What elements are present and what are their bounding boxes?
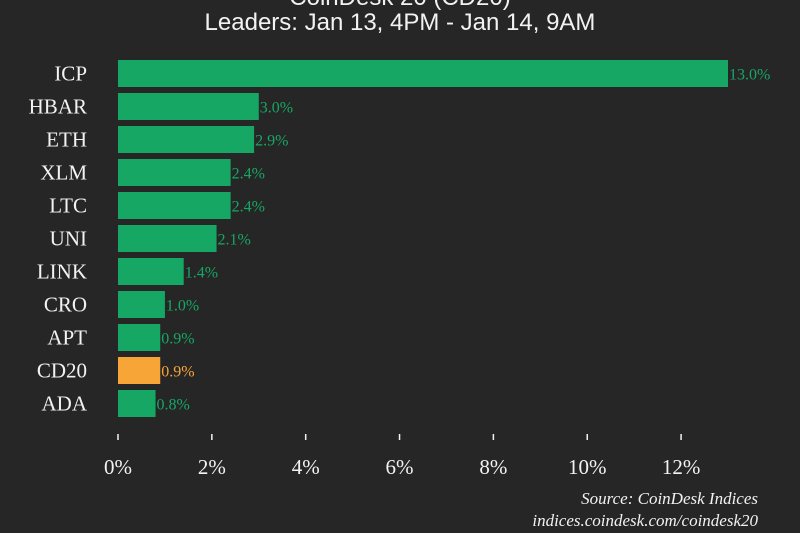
bar-ltc — [118, 192, 231, 219]
bar-apt — [118, 324, 161, 351]
value-label-icp: 13.0% — [729, 67, 770, 84]
source-credit: Source: CoinDesk Indices — [581, 489, 758, 508]
value-label-cd20: 0.9% — [161, 364, 194, 381]
bar-icp — [118, 60, 728, 87]
x-tick-label: 4% — [292, 455, 320, 479]
value-label-uni: 2.1% — [218, 232, 251, 249]
value-label-hbar: 3.0% — [260, 100, 293, 117]
category-label-uni: UNI — [50, 227, 87, 251]
bar-cro — [118, 291, 165, 318]
bar-ada — [118, 390, 156, 417]
bar-xlm — [118, 159, 231, 186]
bar-hbar — [118, 93, 259, 120]
value-label-ada: 0.8% — [157, 397, 190, 414]
category-label-apt: APT — [47, 326, 87, 350]
category-label-link: LINK — [37, 260, 87, 284]
x-tick-label: 6% — [386, 455, 414, 479]
value-label-xlm: 2.4% — [232, 166, 265, 183]
category-label-ltc: LTC — [49, 194, 87, 218]
bar-cd20 — [118, 357, 161, 384]
category-label-cd20: CD20 — [37, 359, 87, 383]
value-label-apt: 0.9% — [161, 331, 194, 348]
source-url: indices.coindesk.com/coindesk20 — [532, 511, 758, 530]
chart-title: CoinDesk 20 (CD20) — [0, 0, 800, 12]
category-label-eth: ETH — [46, 128, 87, 152]
x-tick-label: 10% — [568, 455, 607, 479]
bar-uni — [118, 225, 217, 252]
category-label-hbar: HBAR — [29, 95, 87, 119]
category-label-icp: ICP — [54, 62, 87, 86]
bar-link — [118, 258, 184, 285]
value-label-eth: 2.9% — [255, 133, 288, 150]
chart-subtitle: Leaders: Jan 13, 4PM - Jan 14, 9AM — [204, 9, 596, 36]
category-label-cro: CRO — [44, 293, 87, 317]
category-label-ada: ADA — [42, 392, 88, 416]
x-tick-label: 8% — [479, 455, 507, 479]
value-label-ltc: 2.4% — [232, 199, 265, 216]
x-tick-label: 0% — [104, 455, 132, 479]
x-tick-label: 12% — [662, 455, 701, 479]
value-label-cro: 1.0% — [166, 298, 199, 315]
bar-eth — [118, 126, 255, 153]
x-tick-label: 2% — [198, 455, 226, 479]
value-label-link: 1.4% — [185, 265, 218, 282]
category-label-xlm: XLM — [40, 161, 87, 185]
